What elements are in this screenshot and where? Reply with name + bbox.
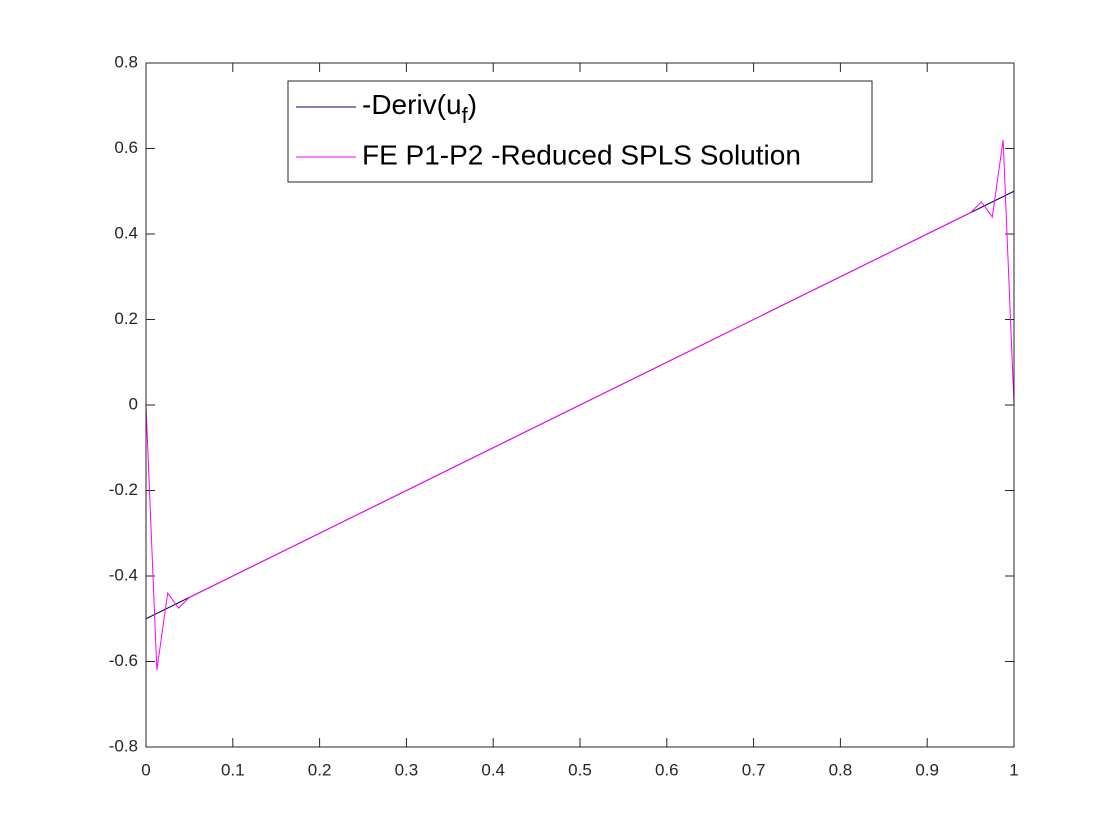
y-tick-label: -0.2 (109, 480, 138, 499)
x-tick-label: 0 (141, 760, 150, 779)
y-tick-label: 0 (129, 394, 138, 413)
y-tick-label: -0.8 (109, 736, 138, 755)
x-tick-label: 0.2 (308, 760, 332, 779)
x-tick-label: 0.9 (915, 760, 939, 779)
axes-box (145, 62, 1015, 748)
x-tick-label: 0.6 (655, 760, 679, 779)
x-tick-label: 0.7 (742, 760, 766, 779)
legend-label: -Deriv(uf) (362, 89, 477, 127)
x-tick-label: 0.4 (481, 760, 505, 779)
line (145, 139, 1015, 671)
y-tick-label: -0.6 (109, 651, 138, 670)
x-tick-label: 1 (1009, 760, 1018, 779)
legend-box (287, 80, 873, 183)
legend: -Deriv(uf) FE P1-P2 -Reduced SPLS Solutio… (287, 80, 873, 183)
x-tick-label: 0.1 (221, 760, 245, 779)
y-tick-label: 0.2 (114, 309, 138, 328)
x-tick-label: 0.8 (829, 760, 853, 779)
legend-label: FE P1-P2 -Reduced SPLS Solution (362, 139, 801, 170)
y-tick-label: 0.8 (114, 52, 138, 71)
y-tick-label: -0.4 (109, 565, 138, 584)
y-tick-label: 0.6 (114, 138, 138, 157)
x-tick-label: 0.5 (568, 760, 592, 779)
x-tick-label: 0.3 (395, 760, 419, 779)
y-tick-label: 0.4 (114, 223, 138, 242)
